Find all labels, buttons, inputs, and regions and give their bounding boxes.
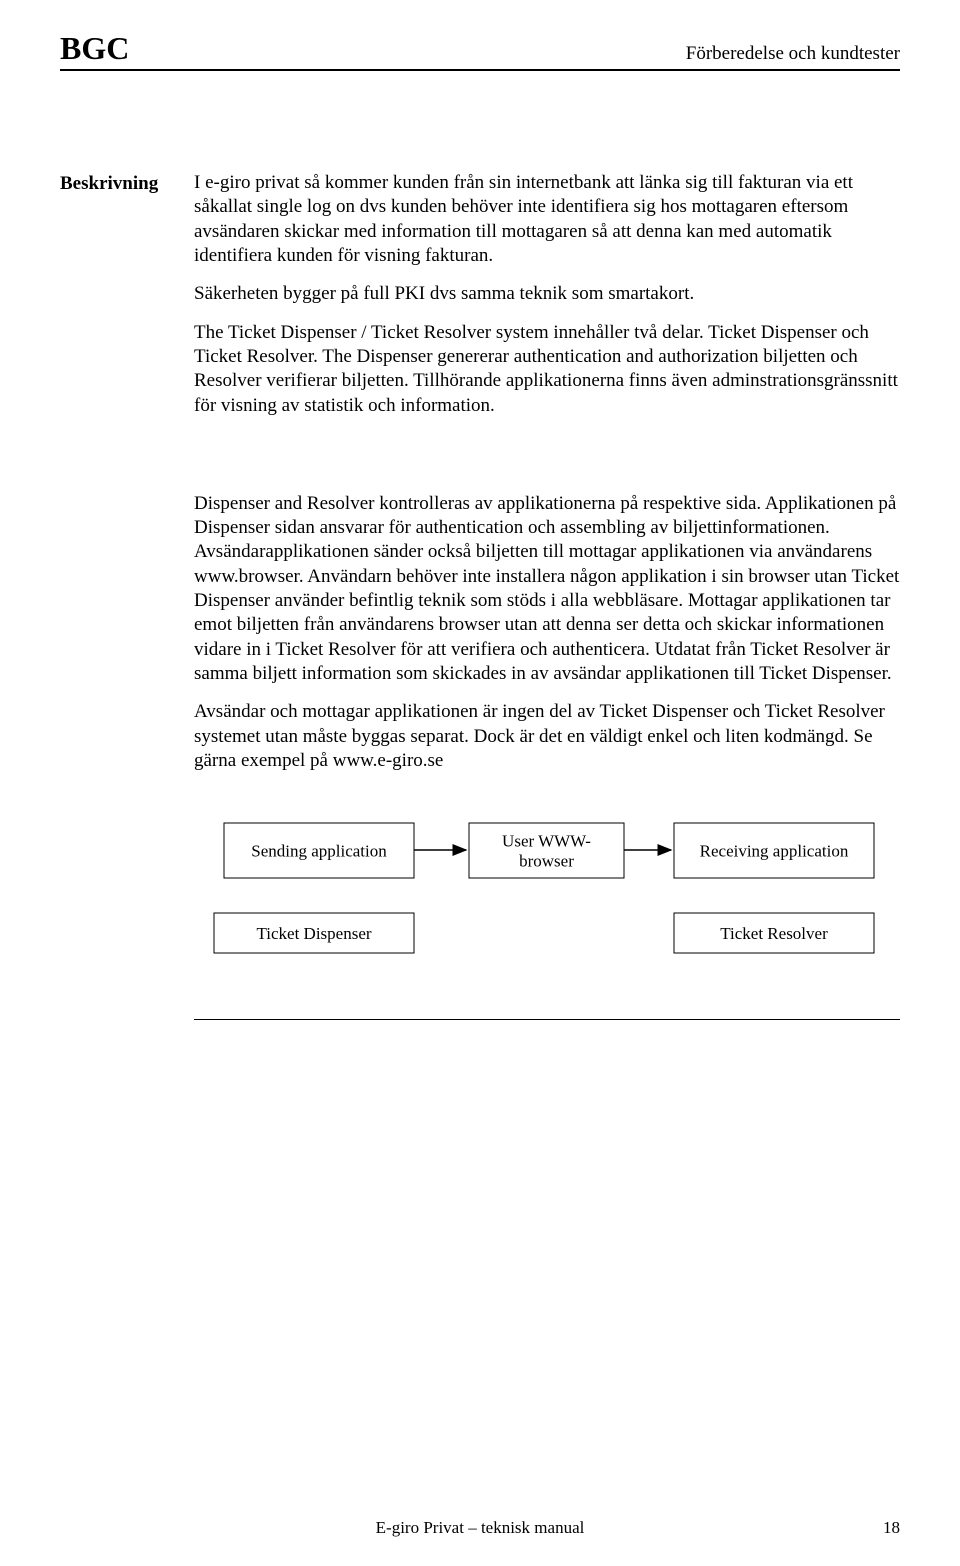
svg-text:Sending application: Sending application (251, 842, 387, 861)
flow-diagram: Sending application User WWW-browser Recei… (194, 813, 900, 1020)
paragraph: The Ticket Dispenser / Ticket Resolver s… (194, 321, 900, 418)
paragraph: Avsändar och mottagar applikationen är i… (194, 700, 900, 773)
footer-title: E-giro Privat – teknisk manual (376, 1518, 585, 1538)
indented-text: Dispenser and Resolver kontrolleras av a… (194, 492, 900, 773)
footer-page-number: 18 (883, 1518, 900, 1538)
svg-text:Ticket Dispenser: Ticket Dispenser (256, 924, 371, 943)
page-header: BGC Förberedelse och kundtester (60, 30, 900, 71)
diagram-svg: Sending application User WWW-browser Recei… (194, 813, 894, 993)
paragraph: Dispenser and Resolver kontrolleras av a… (194, 492, 900, 687)
diagram-container: Sending application User WWW-browser Recei… (194, 813, 900, 1020)
section-label: Beskrivning (60, 171, 170, 432)
svg-text:Receiving application: Receiving application (700, 842, 849, 861)
header-logo: BGC (60, 30, 129, 67)
svg-text:Ticket Resolver: Ticket Resolver (720, 924, 828, 943)
page-footer: E-giro Privat – teknisk manual 18 (60, 1518, 900, 1538)
section-row: Beskrivning I e-giro privat så kommer ku… (60, 171, 900, 432)
paragraph: Säkerheten bygger på full PKI dvs samma … (194, 282, 900, 306)
paragraph: I e-giro privat så kommer kunden från si… (194, 171, 900, 268)
section-text: I e-giro privat så kommer kunden från si… (194, 171, 900, 432)
svg-text:User WWW-: User WWW- (502, 832, 591, 851)
header-section: Förberedelse och kundtester (686, 43, 900, 65)
svg-text:browser: browser (519, 852, 574, 871)
